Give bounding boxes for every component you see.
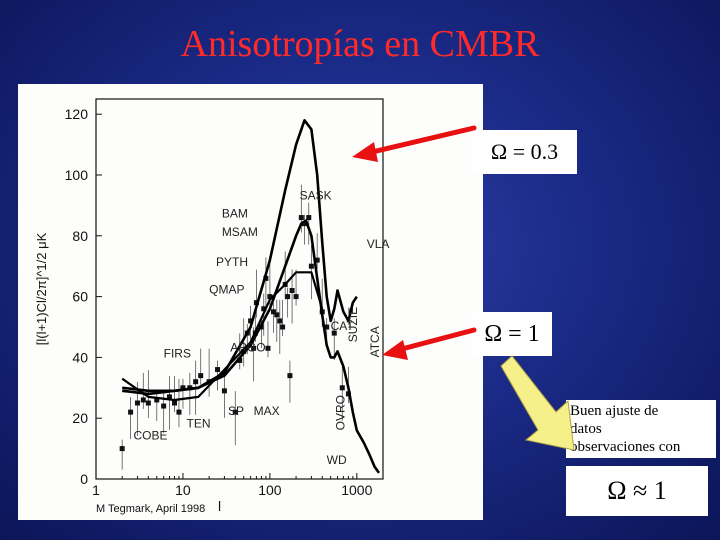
- data-point: [277, 318, 283, 324]
- experiment-label: QMAP: [209, 283, 244, 297]
- data-point: [293, 294, 299, 300]
- data-point: [166, 394, 172, 400]
- y-tick-label: 60: [72, 289, 88, 305]
- data-point: [172, 400, 178, 406]
- red-arrow-omega-0-3: [352, 125, 477, 162]
- data-point: [248, 318, 254, 324]
- x-tick-label: 1: [92, 482, 100, 498]
- data-point: [134, 400, 140, 406]
- y-tick-label: 80: [72, 228, 88, 244]
- experiment-label: VLA: [367, 237, 390, 251]
- fit-omega-label: Ω ≈ 1: [566, 466, 708, 516]
- experiment-label: COBE: [134, 428, 168, 442]
- data-point: [154, 397, 160, 403]
- y-tick-label: 20: [72, 410, 88, 426]
- data-point: [265, 345, 271, 351]
- experiment-label: SUZIE: [346, 307, 360, 342]
- data-point: [289, 288, 295, 294]
- data-point: [270, 309, 276, 315]
- omega-0-3-label: Ω = 0.3: [472, 130, 577, 174]
- data-point: [119, 446, 125, 452]
- data-point: [287, 373, 293, 379]
- y-tick-label: 40: [72, 349, 88, 365]
- data-point: [308, 263, 314, 269]
- data-point: [232, 409, 238, 415]
- data-point: [140, 397, 146, 403]
- experiment-label: SP: [228, 404, 244, 418]
- data-point: [128, 409, 134, 415]
- data-point: [314, 257, 320, 263]
- experiment-label: MAX: [254, 404, 280, 418]
- data-point: [176, 409, 182, 415]
- experiment-label: SASK: [300, 188, 332, 202]
- data-point: [331, 330, 337, 336]
- experiment-label: ARGO: [230, 340, 265, 354]
- y-tick-label: 120: [65, 106, 89, 122]
- y-axis-label: [l(l+1)Cl/2π]^1/2 μK: [34, 232, 49, 345]
- data-point: [193, 379, 199, 385]
- data-point: [161, 403, 167, 409]
- data-point: [298, 215, 304, 221]
- data-point: [251, 345, 257, 351]
- data-point: [274, 312, 280, 318]
- fit-note: Buen ajuste de datos observaciones con: [566, 400, 716, 458]
- experiment-label: OVRO: [333, 395, 347, 430]
- data-point: [301, 221, 307, 227]
- data-point: [145, 400, 151, 406]
- figure-credit: M Tegmark, April 1998: [96, 503, 205, 515]
- data-point: [339, 385, 345, 391]
- fit-note-line-3: observaciones con: [570, 439, 681, 455]
- series-line-2: [121, 271, 324, 402]
- experiment-label: FIRS: [164, 346, 191, 360]
- data-point: [306, 215, 312, 221]
- cmb-power-spectrum-figure: 0 20 40 60 80 100 120 1 10 100 1000 l [l(l+1)Cl/2π]^…: [18, 84, 483, 520]
- data-point: [215, 367, 221, 373]
- omega-1-label: Ω = 1: [472, 312, 552, 356]
- data-point: [267, 294, 273, 300]
- fit-note-line-1: Buen ajuste de: [570, 403, 659, 419]
- data-point: [261, 306, 267, 312]
- data-point: [285, 294, 291, 300]
- fit-note-line-2: datos: [570, 421, 602, 437]
- x-tick-label: 100: [258, 482, 282, 498]
- slide-title: Anisotropías en CMBR: [180, 23, 540, 65]
- data-point: [324, 324, 330, 330]
- experiment-label: PYTH: [216, 255, 248, 269]
- experiment-label: BAM: [222, 207, 248, 221]
- experiment-label: WD: [327, 453, 347, 467]
- data-point: [280, 324, 286, 330]
- experiment-label: ATCA: [368, 326, 382, 357]
- experiment-label: MSAM: [222, 225, 258, 239]
- red-arrow-omega-1: [382, 327, 477, 360]
- experiment-label: CAT: [331, 319, 355, 333]
- experiment-label: TEN: [187, 416, 211, 430]
- y-tick-label: 100: [65, 167, 89, 183]
- data-point: [221, 388, 227, 394]
- x-tick-label: 10: [175, 482, 191, 498]
- data-point: [180, 385, 186, 391]
- y-tick-label: 0: [80, 471, 88, 487]
- x-tick-label: 1000: [341, 482, 372, 498]
- data-point: [237, 357, 243, 363]
- data-point: [198, 373, 204, 379]
- x-axis-label: l: [218, 498, 221, 514]
- yellow-arrow-fit: [500, 355, 575, 451]
- plot-frame: [95, 98, 384, 480]
